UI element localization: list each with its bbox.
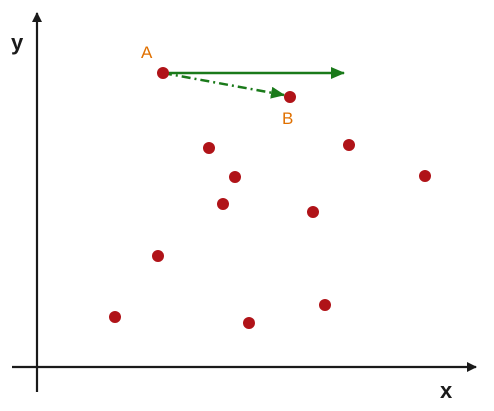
y-axis-label: y	[11, 30, 24, 55]
data-point	[319, 299, 331, 311]
point-b	[284, 91, 296, 103]
point-b-label: B	[282, 109, 293, 128]
data-points	[109, 67, 431, 329]
data-point	[419, 170, 431, 182]
point-a-label: A	[141, 43, 153, 62]
data-point	[152, 250, 164, 262]
data-point	[109, 311, 121, 323]
data-point	[229, 171, 241, 183]
x-axis-label: x	[440, 378, 453, 403]
data-point	[343, 139, 355, 151]
data-point	[243, 317, 255, 329]
point-a	[157, 67, 169, 79]
data-point	[307, 206, 319, 218]
data-point	[217, 198, 229, 210]
data-point	[203, 142, 215, 154]
dash-dot-arrow	[162, 71, 285, 99]
